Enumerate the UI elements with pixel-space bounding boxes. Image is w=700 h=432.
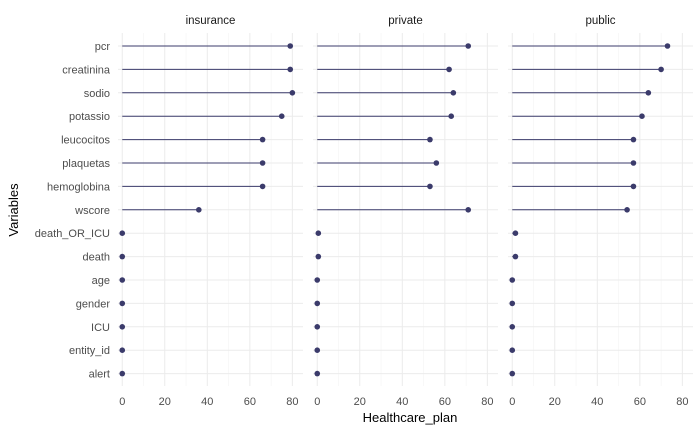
lollipop-point: [509, 324, 516, 330]
lollipop-point: [259, 160, 266, 166]
facet-panel-public: 0 20 40 60 80 public: [508, 15, 693, 408]
y-axis-title: Variables: [6, 183, 21, 237]
y-tick-label: sodio: [84, 88, 110, 100]
lollipop-point: [119, 324, 126, 330]
lollipop-point: [314, 300, 321, 307]
facet-strip-label: private: [388, 15, 423, 27]
lollipop-point: [289, 90, 296, 96]
lollipop-point: [427, 183, 433, 190]
x-tick-label: 0: [314, 396, 320, 408]
lollipop-point: [314, 277, 321, 283]
lollipop-point: [624, 207, 630, 213]
y-tick-label: pcr: [95, 41, 111, 53]
lollipop-point: [259, 183, 266, 190]
lollipop-point: [433, 160, 440, 166]
lollipop-point: [448, 113, 455, 119]
x-tick-label: 0: [119, 396, 125, 408]
facet-strip-label: public: [585, 15, 615, 27]
x-tick-label: 40: [201, 396, 213, 408]
lollipop-point: [119, 253, 126, 260]
lollipop-point: [465, 43, 472, 49]
lollipop-point: [630, 136, 637, 143]
y-tick-label: plaquetas: [62, 158, 110, 170]
lollipop-point: [315, 230, 322, 236]
x-tick-label: 80: [481, 396, 493, 408]
lollipop-point: [278, 113, 285, 119]
lollipop-point: [287, 43, 294, 49]
x-tick-label: 60: [634, 396, 646, 408]
lollipop-point: [119, 347, 126, 354]
y-tick-label: gender: [76, 298, 111, 310]
facet-panel-insurance: 0 20 40 60 80 insurance: [118, 15, 303, 408]
x-tick-label: 60: [244, 396, 256, 408]
lollipop-point: [509, 300, 516, 307]
x-tick-label: 60: [439, 396, 451, 408]
x-tick-label: 20: [354, 396, 366, 408]
lollipop-point: [119, 370, 126, 377]
y-tick-label: creatinina: [62, 64, 111, 76]
lollipop-point: [287, 66, 294, 73]
lollipop-point: [630, 183, 637, 190]
facet-panels: 0 20 40 60 80 insurance 0 20 40 60 80 private 0 20 40 6…: [118, 15, 693, 408]
y-tick-label: leucocitos: [61, 135, 110, 147]
y-tick-labels: pcr creatinina sodio potassio leucocitos plaq…: [35, 41, 111, 381]
x-tick-label: 20: [159, 396, 171, 408]
lollipop-point: [119, 230, 126, 236]
lollipop-point: [196, 207, 202, 213]
lollipop-point: [509, 370, 516, 377]
y-tick-label: death: [82, 252, 110, 264]
y-tick-label: potassio: [69, 111, 110, 123]
lollipop-point: [509, 347, 516, 354]
lollipop-point: [427, 136, 433, 143]
lollipop-point: [658, 66, 664, 73]
x-tick-label: 0: [509, 396, 515, 408]
y-tick-label: ICU: [91, 322, 110, 334]
y-tick-label: entity_id: [69, 345, 110, 357]
lollipop-point: [314, 324, 321, 330]
lollipop-point: [465, 207, 472, 213]
x-tick-label: 40: [591, 396, 603, 408]
lollipop-point: [315, 253, 322, 260]
lollipop-point: [119, 300, 126, 307]
y-tick-label: hemoglobina: [47, 181, 111, 193]
y-tick-label: wscore: [74, 205, 110, 217]
lollipop-point: [512, 253, 519, 260]
lollipop-point: [450, 90, 457, 96]
x-axis-title: Healthcare_plan: [363, 410, 458, 425]
facet-strip-label: insurance: [186, 15, 236, 27]
lollipop-point: [645, 90, 652, 96]
lollipop-point: [512, 230, 519, 236]
x-tick-label: 80: [676, 396, 688, 408]
lollipop-point: [664, 43, 671, 49]
lollipop-point: [446, 66, 452, 73]
lollipop-point: [259, 136, 266, 143]
x-tick-label: 80: [286, 396, 298, 408]
x-tick-label: 20: [549, 396, 561, 408]
x-tick-label: 40: [396, 396, 408, 408]
facet-panel-private: 0 20 40 60 80 private: [313, 15, 498, 408]
lollipop-point: [314, 370, 321, 377]
lollipop-point: [314, 347, 321, 354]
lollipop-point: [639, 113, 645, 119]
y-tick-label: death_OR_ICU: [35, 228, 110, 240]
y-tick-label: age: [92, 275, 110, 287]
lollipop-point: [630, 160, 637, 166]
y-tick-label: alert: [89, 369, 110, 381]
lollipop-point: [509, 277, 516, 283]
lollipop-point: [119, 277, 126, 283]
